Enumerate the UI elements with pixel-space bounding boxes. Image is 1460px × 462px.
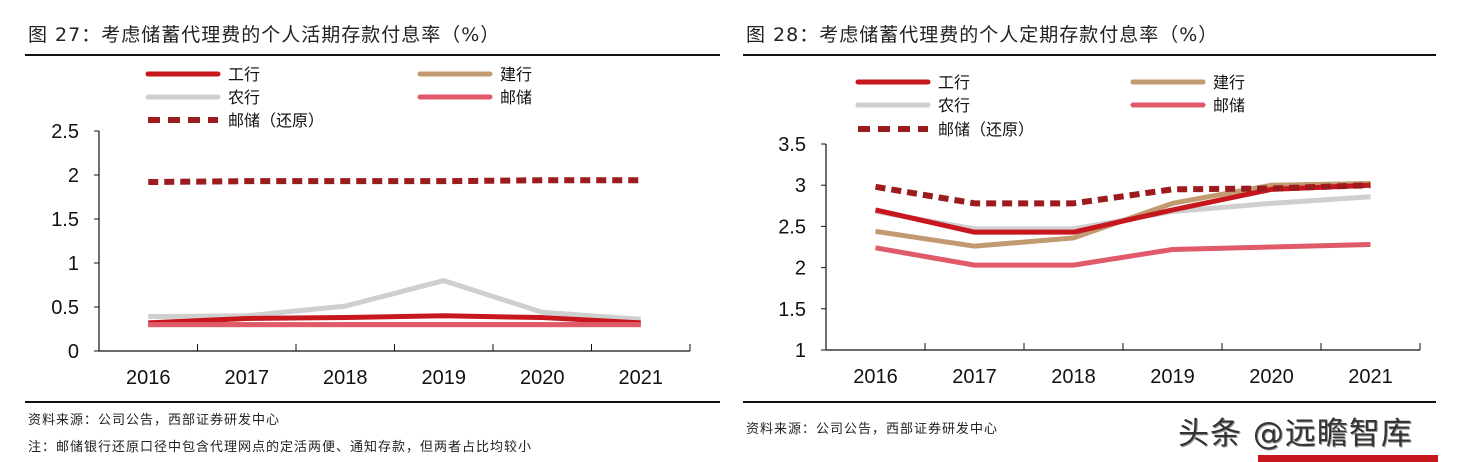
x-tick-label: 2017 — [952, 366, 997, 388]
y-tick-label: 3 — [795, 175, 806, 197]
source-note-27: 资料来源：公司公告，西部证券研发中心 — [28, 413, 281, 428]
title-divider — [25, 54, 720, 56]
legend-label: 建行 — [500, 65, 532, 84]
watermark: 头条 @远瞻智库 — [1178, 416, 1413, 452]
x-tick-label: 2016 — [126, 367, 171, 389]
x-tick-label: 2020 — [1249, 366, 1294, 388]
footer-divider — [25, 401, 720, 403]
x-tick-label: 2021 — [1348, 366, 1393, 388]
legend-label: 邮储（还原） — [938, 120, 1034, 139]
footnote-27: 注：邮储银行还原口径中包含代理网点的定活两便、通知存款，但两者占比均较小 — [28, 440, 533, 455]
source-note-28: 资料来源：公司公告，西部证券研发中心 — [746, 422, 999, 437]
legend-label: 邮储（还原） — [228, 111, 324, 130]
legend-label: 邮储 — [1213, 96, 1245, 115]
x-tick-label: 2021 — [619, 367, 664, 389]
y-tick-label: 0.5 — [51, 297, 79, 319]
legend-label: 邮储 — [500, 88, 532, 107]
chart-1: 1 1.5 2 2.5 3 3.5 2016 2017 2018 2019 2020 2021 工行 建行… — [778, 73, 1421, 388]
y-tick-label: 1 — [68, 253, 79, 275]
x-tick-label: 2017 — [225, 367, 270, 389]
legend-label: 农行 — [228, 88, 260, 107]
logo-fragment — [1258, 455, 1438, 462]
x-tick-label: 2018 — [1051, 366, 1096, 388]
legend-label: 工行 — [938, 73, 970, 92]
y-tick-label: 1.5 — [778, 299, 806, 321]
legend-label: 工行 — [228, 65, 260, 84]
series-line-3 — [875, 242, 1371, 268]
y-tick-label: 2 — [795, 258, 806, 280]
x-tick-label: 2018 — [323, 367, 368, 389]
series-line-1 — [875, 181, 1371, 249]
y-tick-label: 2.5 — [51, 121, 79, 143]
y-tick-label: 2.5 — [778, 216, 806, 238]
y-tick-label: 3.5 — [778, 134, 806, 156]
series-line-0 — [148, 313, 641, 326]
chart-title-28: 图 28：考虑储蓄代理费的个人定期存款付息率（%） — [746, 24, 1219, 46]
y-tick-label: 0 — [68, 341, 79, 363]
x-tick-label: 2020 — [520, 367, 565, 389]
x-tick-label: 2016 — [853, 366, 898, 388]
title-divider — [743, 54, 1436, 56]
y-tick-label: 1 — [795, 340, 806, 362]
series-line-4 — [148, 177, 641, 186]
chart-0: 0 0.5 1 1.5 2 2.5 2016 2017 2018 2019 2020 2021 工行 建行… — [51, 65, 691, 389]
series-line-2 — [148, 278, 641, 322]
series-line-4 — [875, 182, 1371, 207]
y-tick-label: 2 — [68, 165, 79, 187]
legend-label: 农行 — [938, 96, 970, 115]
series-line-0 — [874, 182, 1371, 235]
x-tick-label: 2019 — [1150, 366, 1195, 388]
chart-title-27: 图 27：考虑储蓄代理费的个人活期存款付息率（%） — [28, 24, 501, 46]
x-tick-label: 2019 — [422, 367, 467, 389]
y-tick-label: 1.5 — [51, 209, 79, 231]
footer-divider — [743, 401, 1436, 403]
legend-label: 建行 — [1213, 73, 1245, 92]
